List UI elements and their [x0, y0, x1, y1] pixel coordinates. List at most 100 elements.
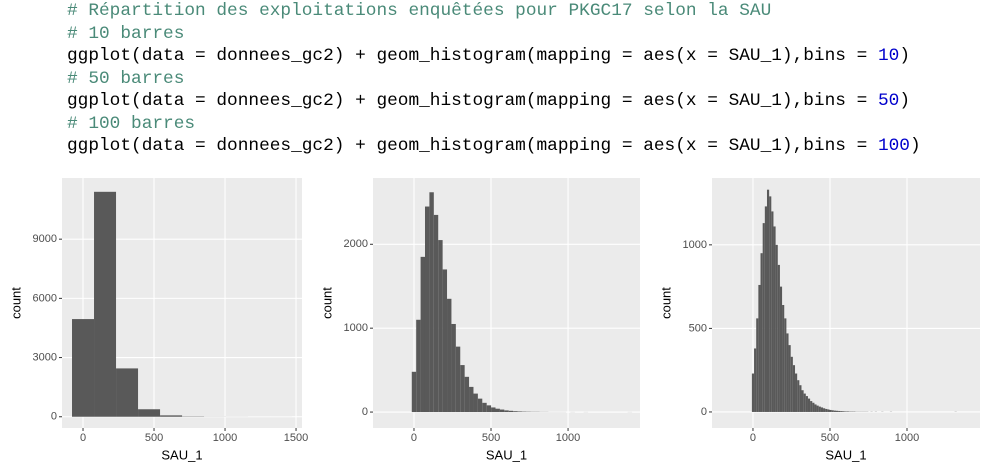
bar — [771, 211, 774, 412]
bar — [788, 345, 791, 412]
code-token: # 50 barres — [67, 68, 185, 89]
y-tick-label: 1000 — [683, 239, 707, 251]
code-token: 50 — [877, 91, 900, 111]
bar — [775, 244, 778, 412]
bar — [438, 240, 443, 413]
x-axis-title: SAU_1 — [825, 447, 866, 462]
bar — [825, 408, 828, 412]
code-token: ggplot(data = donnees_gc2) + geom_histog… — [67, 46, 878, 66]
bar — [482, 402, 487, 413]
bar — [831, 410, 834, 412]
bar — [756, 318, 759, 412]
bar — [72, 319, 95, 417]
bar — [491, 407, 496, 413]
bar — [473, 393, 478, 413]
bar — [797, 380, 800, 412]
x-tick-label: 1000 — [895, 432, 919, 444]
code-line: ggplot(data = donnees_gc2) + geom_histog… — [67, 135, 921, 158]
bar — [812, 402, 815, 412]
bar — [477, 398, 483, 413]
bar — [517, 411, 522, 413]
code-token: # Répartition des exploitations enquêtée… — [67, 1, 772, 21]
x-tick-label: 500 — [482, 432, 500, 444]
bar — [823, 408, 826, 412]
x-tick-label: 0 — [411, 432, 417, 444]
code-token: # 100 barres — [67, 113, 196, 134]
y-tick-label: 1000 — [344, 322, 368, 334]
code-token: 100 — [877, 136, 910, 156]
code-line: # 100 barres — [67, 113, 921, 136]
bar — [433, 214, 439, 413]
bar — [499, 409, 505, 413]
bar — [420, 256, 425, 413]
bar — [829, 409, 832, 412]
code-line: # 50 barres — [67, 68, 921, 91]
bar — [784, 318, 787, 412]
bar — [842, 411, 845, 412]
y-tick-label: 500 — [689, 322, 707, 334]
bar — [816, 405, 819, 412]
x-tick-label: 1500 — [284, 432, 308, 444]
bar — [416, 319, 421, 413]
bar — [508, 410, 514, 413]
bar — [782, 305, 785, 412]
bar — [827, 409, 830, 412]
bar — [513, 411, 518, 413]
code-block: # Répartition des exploitations enquêtée… — [67, 0, 921, 158]
bar — [779, 286, 783, 412]
bar — [805, 396, 808, 412]
bar — [840, 411, 843, 412]
y-tick-label: 0 — [701, 406, 707, 418]
x-tick-label: 1000 — [213, 432, 237, 444]
bar — [803, 393, 806, 412]
x-tick-label: 0 — [750, 432, 756, 444]
bar — [838, 410, 841, 412]
y-axis-title: count — [658, 287, 673, 319]
code-token: ) — [899, 91, 910, 111]
bar — [835, 410, 839, 412]
code-token: 10 — [877, 46, 900, 66]
code-line: ggplot(data = donnees_gc2) + geom_histog… — [67, 90, 921, 113]
bar — [760, 253, 763, 412]
x-tick-label: 500 — [145, 432, 163, 444]
code-token: # 10 barres — [67, 23, 185, 44]
code-token: ) — [909, 136, 921, 156]
bar — [495, 408, 500, 413]
bar — [801, 390, 804, 412]
bar — [769, 196, 772, 412]
bar — [833, 410, 836, 412]
bar — [764, 206, 767, 412]
bar — [758, 284, 761, 412]
bar — [751, 373, 755, 412]
bar — [786, 333, 789, 412]
bar — [460, 365, 465, 413]
bar — [424, 206, 430, 413]
bar — [810, 401, 813, 412]
x-axis-title: SAU_1 — [486, 447, 527, 462]
y-tick-label: 0 — [51, 411, 57, 423]
bar — [464, 376, 470, 413]
bar — [814, 404, 817, 412]
bar — [442, 269, 448, 413]
bar — [766, 189, 770, 412]
bar — [820, 407, 824, 412]
bar — [807, 398, 811, 412]
bar — [116, 368, 139, 417]
x-tick-label: 0 — [80, 432, 86, 444]
y-axis-title: count — [319, 287, 334, 319]
bar — [138, 409, 161, 417]
bar — [160, 415, 183, 417]
code-token: ggplot(data = donnees_gc2) + geom_histog… — [67, 91, 878, 111]
code-token: ggplot(data = donnees_gc2) + geom_histog… — [67, 136, 878, 156]
y-axis-title: count — [8, 287, 23, 319]
bar — [429, 192, 434, 413]
bar — [773, 226, 776, 412]
bar — [846, 411, 849, 412]
bar — [447, 298, 452, 413]
bar — [792, 365, 796, 412]
x-tick-label: 500 — [821, 432, 839, 444]
bar — [844, 411, 847, 412]
y-tick-label: 0 — [362, 406, 368, 418]
